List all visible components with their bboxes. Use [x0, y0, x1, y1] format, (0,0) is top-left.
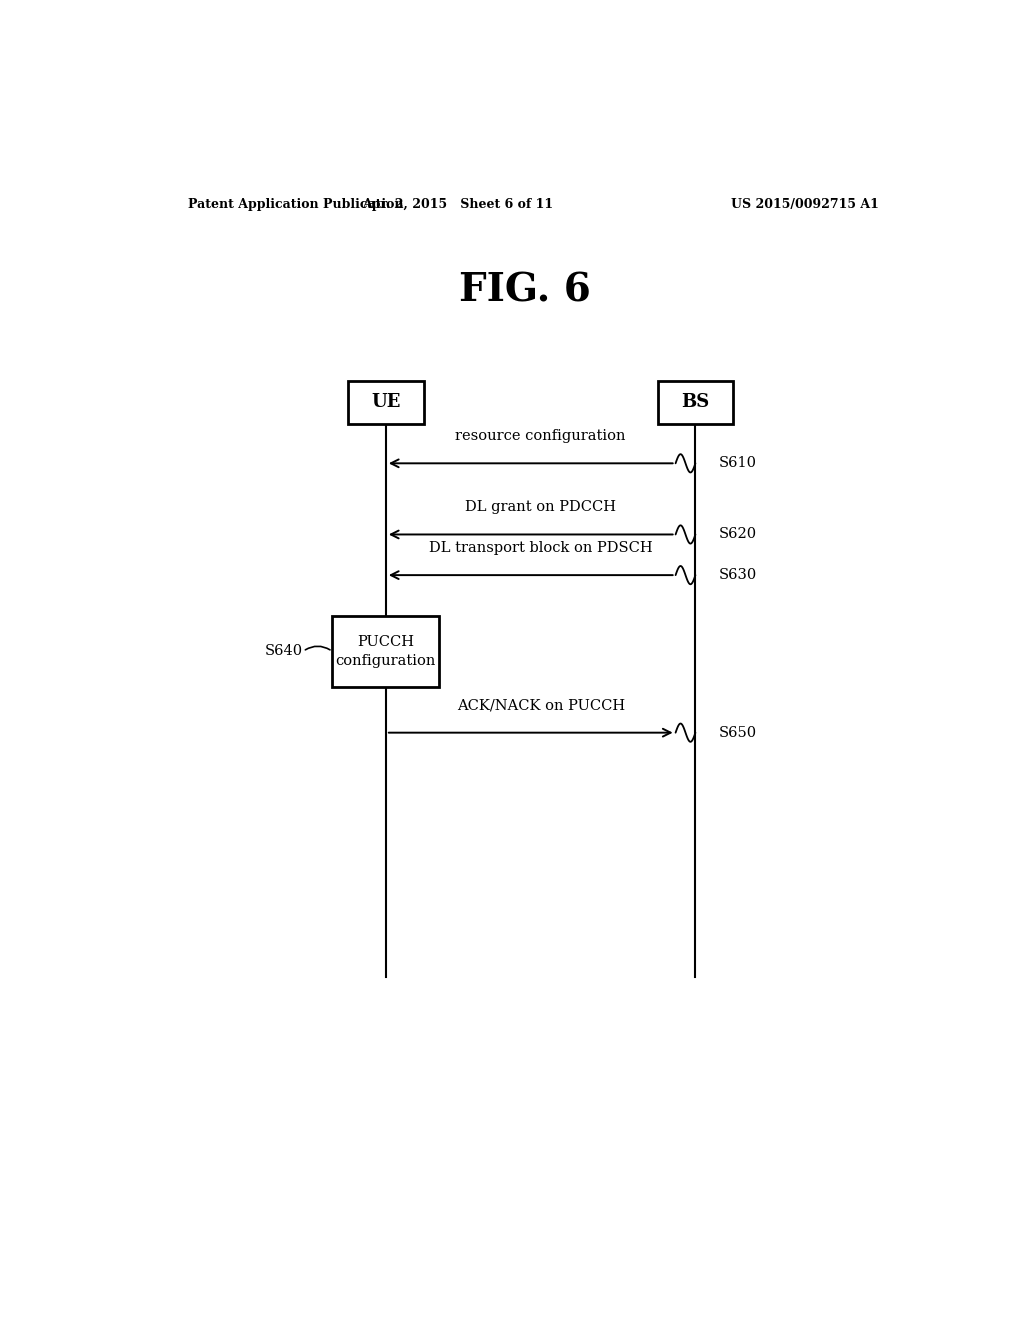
- Text: S620: S620: [719, 528, 758, 541]
- Text: S650: S650: [719, 726, 758, 739]
- Text: resource configuration: resource configuration: [456, 429, 626, 444]
- Text: DL transport block on PDSCH: DL transport block on PDSCH: [429, 541, 652, 554]
- Bar: [348, 381, 424, 424]
- Text: US 2015/0092715 A1: US 2015/0092715 A1: [731, 198, 879, 211]
- Text: DL grant on PDCCH: DL grant on PDCCH: [465, 500, 616, 515]
- Text: BS: BS: [681, 393, 710, 412]
- Text: Patent Application Publication: Patent Application Publication: [187, 198, 403, 211]
- Text: S630: S630: [719, 568, 758, 582]
- Text: S610: S610: [719, 457, 757, 470]
- Text: Apr. 2, 2015   Sheet 6 of 11: Apr. 2, 2015 Sheet 6 of 11: [361, 198, 553, 211]
- Text: S640: S640: [265, 644, 303, 659]
- Bar: [333, 615, 439, 686]
- Text: PUCCH
configuration: PUCCH configuration: [336, 635, 436, 668]
- Bar: [657, 381, 733, 424]
- Text: UE: UE: [372, 393, 400, 412]
- Text: FIG. 6: FIG. 6: [459, 272, 591, 309]
- Text: ACK/NACK on PUCCH: ACK/NACK on PUCCH: [457, 698, 625, 713]
